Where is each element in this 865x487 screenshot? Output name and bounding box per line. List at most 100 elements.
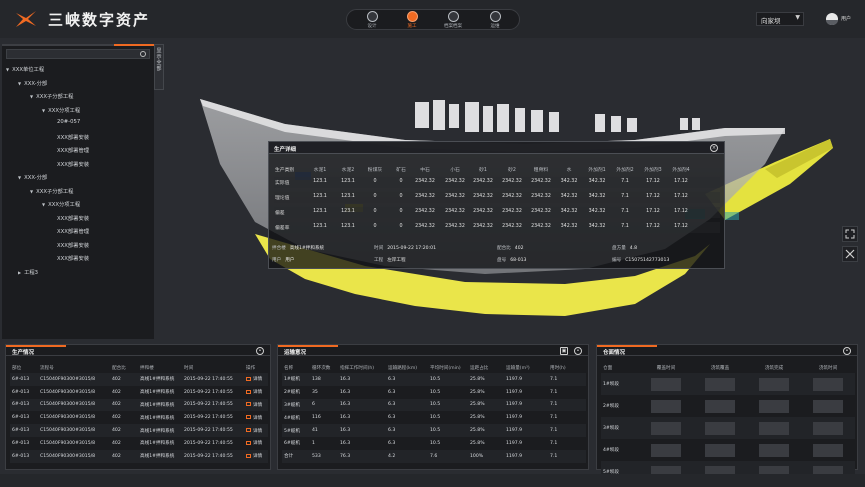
nav-construction[interactable]: 施工	[397, 11, 427, 30]
detail-cell: 2342.32	[415, 194, 435, 199]
table-cell: 10.5	[428, 424, 468, 437]
detail-link[interactable]: 详情	[244, 449, 268, 463]
nav-design[interactable]: 设计	[357, 11, 387, 30]
tree-node[interactable]: ▶ 工程3	[18, 268, 38, 276]
detail-meta-field: 工程 左岸工程	[374, 258, 406, 263]
column-header: 运距占比	[470, 365, 489, 371]
detail-cell: 7.1	[621, 179, 629, 184]
table-cell: 6	[310, 398, 338, 412]
detail-cell: 342.32	[588, 209, 606, 214]
detail-icon	[246, 428, 251, 433]
detail-meta-field: 时间 2015-09-22 17:20:01	[374, 246, 436, 251]
settings-icon[interactable]: •	[574, 347, 582, 355]
tree-node[interactable]: XXX部署安装	[54, 241, 89, 249]
tree-node[interactable]: XXX部署管理	[54, 146, 89, 154]
detail-cell: 17.12	[674, 179, 688, 184]
detail-link[interactable]: 详情	[244, 437, 268, 450]
detail-cell: 342.32	[588, 179, 606, 184]
fullscreen-button[interactable]	[842, 226, 858, 242]
user-name[interactable]: 用户	[841, 16, 852, 22]
tools-button[interactable]	[842, 246, 858, 262]
table-cell: 7.1	[548, 424, 586, 437]
table-cell: 25.8%	[468, 424, 504, 437]
table-row: 6#缆机 1 16.3 6.3 10.5 25.8% 1197.9 7.1	[282, 437, 586, 450]
transport-panel: 运输意况 ▣ • 名称 循环次数 指挥工作时间(h) 运输路程(km) 平均时间(min…	[277, 344, 589, 470]
tree-node[interactable]: ▼ XXX子分部工程	[30, 187, 73, 195]
table-cell: 6#-013	[10, 398, 38, 412]
detail-cell: 342.32	[560, 194, 578, 199]
dam-select[interactable]: 向家坝 ▼	[756, 12, 804, 26]
row-label: 3#坝段	[601, 417, 639, 439]
caret-icon: ▼	[42, 107, 46, 113]
show-all-tab[interactable]: 显示全部	[154, 44, 164, 90]
column-header: 循环次数	[312, 365, 331, 371]
table-row: 4#缆机 116 16.3 6.3 10.5 25.8% 1197.9 7.1	[282, 411, 586, 424]
tree-node[interactable]: ▼ XXX-分部	[18, 79, 47, 87]
detail-cell: 2342.32	[531, 209, 551, 214]
detail-cell: 17.12	[674, 194, 688, 199]
table-cell: 7.1	[548, 449, 586, 463]
settings-icon[interactable]: •	[843, 347, 851, 355]
table-cell: 7.1	[550, 415, 558, 421]
detail-link[interactable]: 详情	[244, 373, 268, 386]
detail-link[interactable]: 详情	[244, 424, 268, 437]
table-cell: 6#-013	[10, 449, 38, 463]
table-cell: 402	[110, 449, 138, 463]
tree-node-label: XXX分项工程	[48, 202, 81, 208]
status-cell	[705, 421, 735, 435]
nav-archive[interactable]: 档案档案	[438, 11, 468, 30]
table-cell: 25.8%	[468, 373, 504, 386]
table-cell: 高线1#拌和系统	[140, 390, 175, 396]
tree-node[interactable]: ▼ XXX分项工程	[42, 106, 80, 114]
column-header: 拌和楼	[140, 365, 154, 371]
app-title: 三峡数字资产	[48, 11, 151, 29]
table-cell: 4#缆机	[284, 415, 300, 421]
table-row: 合计 533 76.3 4.2 7.6 100% 1197.9 7.1	[282, 449, 586, 463]
tree-node[interactable]: ▼ XXX分项工程	[42, 200, 80, 208]
tree-node[interactable]: ▼ XXX-分部	[18, 173, 47, 181]
detail-icon	[246, 415, 251, 420]
table-cell: C15040F90300#3015/8	[40, 440, 96, 446]
detail-link[interactable]: 详情	[244, 411, 268, 424]
search-icon[interactable]	[140, 51, 146, 57]
column-header: 操作	[246, 365, 256, 371]
detail-cell: 17.12	[674, 209, 688, 214]
detail-link[interactable]: 详情	[244, 386, 268, 399]
export-icon[interactable]: ▣	[560, 347, 568, 355]
table-row: 3#缆机 6 16.3 6.3 10.5 25.8% 1197.9 7.1	[282, 398, 586, 412]
detail-link[interactable]: 详情	[244, 398, 268, 412]
fullscreen-icon	[845, 229, 855, 239]
warehouse-panel: 仓面情况 • 仓面 覆盖时间 浇筑覆盖 浇筑完成 浇筑时间 1#坝段 2#坝段 3#坝段 4#坝…	[596, 344, 858, 483]
close-icon[interactable]: ×	[710, 144, 718, 152]
tree-node[interactable]: XXX部署管理	[54, 227, 89, 235]
row-label: 4#坝段	[603, 448, 619, 453]
tree-node[interactable]: XXX部署安装	[54, 160, 89, 168]
tree-node[interactable]: ▼ XXX子分部工程	[30, 92, 73, 100]
detail-row-label: 实际值	[275, 181, 290, 186]
table-cell: 1197.9	[506, 415, 523, 421]
table-row: 6#-013 C15040F90300#3015/8 402 高线1#拌和系统 2015…	[10, 373, 268, 386]
table-cell: 2015-09-22 17:40:55	[182, 398, 244, 412]
detail-cell: 123.1	[341, 209, 355, 214]
tree-node[interactable]: 20#-057	[54, 119, 80, 125]
tree-node[interactable]: XXX部署安装	[54, 214, 89, 222]
caret-icon: ▼	[30, 94, 34, 99]
settings-icon[interactable]: •	[256, 347, 264, 355]
table-row: 6#-013 C15040F90300#3015/8 402 高线1#拌和系统 2015…	[10, 449, 268, 463]
table-cell: 10.5	[428, 398, 468, 412]
detail-cell: 2342.32	[502, 194, 522, 199]
tree-search-input[interactable]	[7, 50, 137, 58]
detail-cell: 2342.32	[502, 179, 522, 184]
table-cell: 16.3	[338, 398, 386, 412]
tree-node[interactable]: XXX部署安装	[54, 254, 89, 262]
tree-node[interactable]: ▼ XXX单位工程	[6, 65, 44, 73]
avatar[interactable]	[826, 13, 838, 25]
table-row: 5#缆机 41 16.3 6.3 10.5 25.8% 1197.9 7.1	[282, 424, 586, 437]
detail-col-header: 矿石	[396, 168, 406, 173]
table-cell: 高线1#拌和系统	[138, 449, 182, 463]
nav-operation[interactable]: 运维	[480, 11, 510, 30]
detail-col-header: 外加剂1	[588, 168, 606, 173]
tree-node[interactable]: XXX部署安装	[54, 133, 89, 141]
column-header: 浇筑完成	[764, 365, 784, 371]
detail-cell: 123.1	[341, 224, 355, 229]
